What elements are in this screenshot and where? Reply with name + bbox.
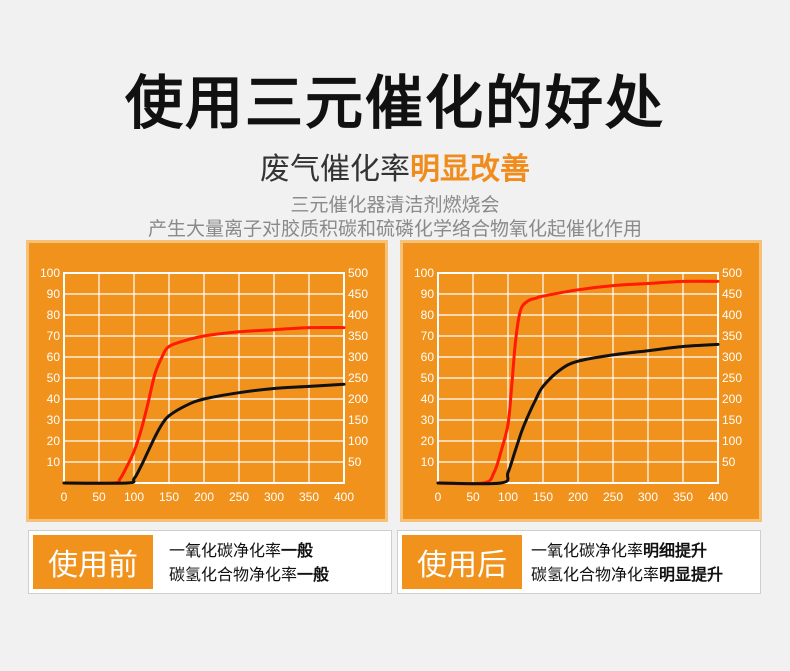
page-title: 使用三元催化的好处 — [124, 69, 665, 137]
y-left-tick-label: 30 — [47, 413, 61, 427]
caption-line-co: 一氧化碳净化率一般 — [169, 541, 314, 560]
series-line-0 — [436, 279, 720, 486]
y-left-tick-label: 80 — [47, 308, 61, 322]
y-left-tick-label: 10 — [421, 455, 435, 469]
x-tick-label: 200 — [568, 490, 588, 504]
y-right-tick-label: 150 — [348, 413, 368, 427]
subtitle-highlight: 明显改善 — [410, 152, 530, 187]
y-right-tick-label: 350 — [722, 329, 742, 343]
x-tick-label: 0 — [435, 490, 442, 504]
y-left-tick-label: 50 — [421, 371, 435, 385]
y-left-tick-label: 60 — [47, 350, 61, 364]
y-right-tick-label: 400 — [722, 308, 742, 322]
chart-after: 10 20 30 40 50 60 70 80 90 100 50 100 150 200 250 300 35… — [414, 266, 742, 504]
x-tick-label: 0 — [61, 490, 68, 504]
series-line-1 — [436, 342, 720, 486]
x-tick-label: 400 — [708, 490, 728, 504]
y-left-tick-label: 50 — [47, 371, 61, 385]
y-right-tick-label: 450 — [348, 287, 368, 301]
y-right-tick-label: 400 — [348, 308, 368, 322]
y-right-tick-label: 300 — [722, 350, 742, 364]
x-tick-label: 150 — [533, 490, 553, 504]
y-left-tick-label: 30 — [421, 413, 435, 427]
y-left-tick-label: 60 — [421, 350, 435, 364]
y-left-tick-label: 20 — [47, 434, 61, 448]
y-left-tick-label: 90 — [421, 287, 435, 301]
y-right-tick-label: 150 — [722, 413, 742, 427]
x-tick-label: 100 — [124, 490, 144, 504]
x-tick-label: 50 — [466, 490, 480, 504]
x-tick-label: 350 — [299, 490, 319, 504]
y-right-tick-label: 500 — [348, 266, 368, 280]
series-line-0 — [62, 325, 346, 485]
subtitle-main: 废气催化率 — [260, 152, 410, 187]
y-right-tick-label: 50 — [722, 455, 736, 469]
x-tick-label: 300 — [638, 490, 658, 504]
x-tick-label: 200 — [194, 490, 214, 504]
x-tick-label: 100 — [498, 490, 518, 504]
y-left-tick-label: 90 — [47, 287, 61, 301]
series-line-1 — [62, 382, 346, 485]
x-tick-label: 350 — [673, 490, 693, 504]
y-right-tick-label: 50 — [348, 455, 362, 469]
caption-before: 使用前 一氧化碳净化率一般 碳氢化合物净化率一般 — [28, 530, 392, 594]
y-right-tick-label: 500 — [722, 266, 742, 280]
description-line-1: 三元催化器清洁剂燃烧会 — [290, 194, 500, 216]
y-right-tick-label: 450 — [722, 287, 742, 301]
subtitle: 废气催化率明显改善 — [0, 144, 790, 188]
chart-panel-after: 10 20 30 40 50 60 70 80 90 100 50 100 150 200 250 300 35… — [400, 240, 762, 522]
x-tick-label: 250 — [229, 490, 249, 504]
y-right-tick-label: 100 — [722, 434, 742, 448]
y-left-tick-label: 70 — [421, 329, 435, 343]
caption-text-before: 一氧化碳净化率一般 碳氢化合物净化率一般 — [169, 539, 329, 587]
y-right-tick-label: 350 — [348, 329, 368, 343]
chart-panel-before: 10 20 30 40 50 60 70 80 90 100 50 100 150 200 250 300 35… — [26, 240, 388, 522]
y-left-tick-label: 100 — [414, 266, 434, 280]
caption-text-after: 一氧化碳净化率明细提升 碳氢化合物净化率明显提升 — [531, 539, 723, 587]
y-left-tick-label: 10 — [47, 455, 61, 469]
chart-before: 10 20 30 40 50 60 70 80 90 100 50 100 150 200 250 300 35… — [40, 266, 368, 504]
caption-tag-before: 使用前 — [33, 535, 153, 589]
y-left-tick-label: 100 — [40, 266, 60, 280]
x-tick-label: 300 — [264, 490, 284, 504]
y-left-tick-label: 70 — [47, 329, 61, 343]
caption-tag-after: 使用后 — [402, 535, 522, 589]
y-left-tick-label: 20 — [421, 434, 435, 448]
y-right-tick-label: 200 — [722, 392, 742, 406]
x-tick-label: 50 — [92, 490, 106, 504]
caption-line-hc: 碳氢化合物净化率明显提升 — [531, 565, 724, 584]
y-right-tick-label: 250 — [722, 371, 742, 385]
y-left-tick-label: 80 — [421, 308, 435, 322]
y-right-tick-label: 100 — [348, 434, 368, 448]
description-line-2: 产生大量离子对胶质积碳和硫磷化学络合物氧化起催化作用 — [147, 218, 642, 240]
caption-line-hc: 碳氢化合物净化率一般 — [169, 565, 330, 584]
caption-line-co: 一氧化碳净化率明细提升 — [531, 541, 708, 560]
x-tick-label: 150 — [159, 490, 179, 504]
x-tick-label: 400 — [334, 490, 354, 504]
y-right-tick-label: 300 — [348, 350, 368, 364]
y-left-tick-label: 40 — [421, 392, 435, 406]
y-right-tick-label: 250 — [348, 371, 368, 385]
caption-after: 使用后 一氧化碳净化率明细提升 碳氢化合物净化率明显提升 — [397, 530, 761, 594]
y-left-tick-label: 40 — [47, 392, 61, 406]
y-right-tick-label: 200 — [348, 392, 368, 406]
x-tick-label: 250 — [603, 490, 623, 504]
